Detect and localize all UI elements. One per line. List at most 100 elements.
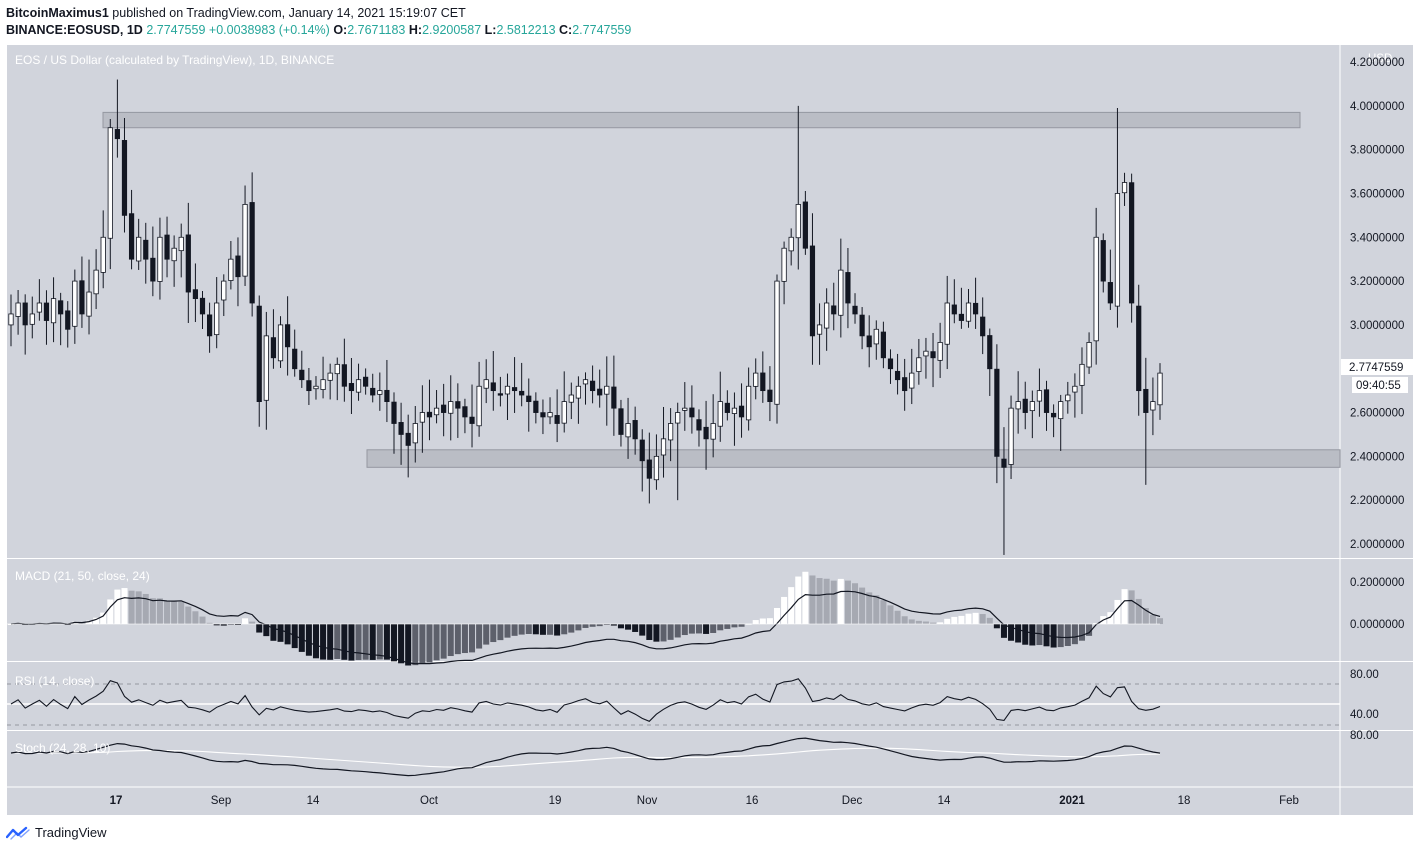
candle [1001,427,1007,555]
candle [426,379,433,441]
price-tick: 2.2000000 [1350,495,1404,507]
last-price-tag-bg [1341,359,1413,375]
macd-bar [128,590,135,624]
resistance-zone[interactable] [102,111,1301,129]
macd-bar [972,612,979,624]
candle [334,357,340,401]
candle [646,432,652,504]
macd-bar [284,624,291,645]
macd-bar [681,624,688,636]
candle [575,376,582,424]
support-zone[interactable] [366,449,1341,468]
price-axis-bg[interactable] [1340,45,1413,787]
candle [114,79,120,158]
candle [802,190,808,255]
candle [370,373,376,403]
candle [958,287,965,329]
macd-bar [1036,624,1043,646]
footer[interactable]: TradingView [6,825,107,840]
candle [561,371,567,433]
chart-canvas[interactable]: EOS / US Dollar (calculated by TradingVi… [0,0,1420,820]
macd-bar [1086,624,1093,636]
macd-line [10,590,1161,665]
time-axis-label: 2021 [1059,795,1085,807]
candle [597,369,603,408]
stoch-pane-bg[interactable] [7,731,1340,787]
rsi-pane-bg[interactable] [7,662,1340,730]
macd-bar [547,624,554,635]
macd-bar [639,624,646,636]
author-name[interactable]: BitcoinMaximus1 [6,6,109,20]
macd-bar [320,624,327,660]
macd-bar [149,598,156,624]
candle [653,434,660,490]
time-axis-label: 17 [110,795,123,807]
candle [909,348,915,405]
candle [880,321,886,369]
time-axis-label: Oct [420,795,439,807]
macd-bar [887,605,894,624]
macd-bar [823,578,830,624]
candle [157,217,163,300]
candle [490,351,496,411]
candle [256,295,262,427]
candle [746,367,752,431]
macd-bar [107,599,114,624]
macd-bar [270,624,277,641]
candle [987,328,993,396]
macd-bar [454,624,461,655]
candle [965,288,972,328]
candle [398,402,404,465]
macd-bar [348,624,355,661]
symbol-line: BINANCE:EOSUSD, 1D 2.7747559 +0.0038983 … [6,23,631,37]
candle [221,274,227,317]
macd-bar [263,624,270,637]
candle [8,294,14,347]
macd-bar [185,606,192,624]
macd-bar [667,624,674,640]
macd-bar [617,624,624,629]
candle [164,216,170,278]
macd-bar [951,616,958,624]
candle [1051,404,1057,438]
macd-bar [660,624,667,642]
candle [753,358,759,400]
candle [50,277,57,343]
candle [1029,390,1035,439]
candle [462,398,468,434]
last-price-tag-text: 2.7747559 [1349,362,1403,374]
macd-bar [242,618,249,624]
macd-bar [596,624,603,627]
rsi-pane-title: RSI (14, close) [15,674,94,688]
macd-bar [93,617,100,624]
candle [43,290,50,345]
time-axis-bg[interactable] [7,787,1413,815]
candle [128,189,135,270]
macd-bar [497,624,504,641]
candle [703,400,709,470]
candle [582,372,589,405]
macd-bar [447,624,454,657]
candle [384,359,390,423]
price-tick: 3.2000000 [1350,276,1404,288]
open-value: 2.7671183 [347,23,406,37]
candle [313,376,319,400]
price-tick: 2.6000000 [1350,408,1404,420]
macd-bar [1121,589,1128,624]
candle [809,213,816,365]
macd-bar [738,624,745,627]
macd-bar [1107,612,1114,624]
rsi-line [10,678,1161,722]
macd-bar [277,624,284,642]
candle [972,277,979,329]
macd-bar [426,624,433,663]
currency-label: USD [1368,53,1392,65]
candle [363,368,369,395]
macd-bar [674,624,681,638]
macd-bar [412,624,419,666]
macd-bar [178,601,185,624]
macd-bar [121,588,128,624]
candle [504,373,511,421]
macd-bar [589,624,596,627]
candle [788,228,794,266]
